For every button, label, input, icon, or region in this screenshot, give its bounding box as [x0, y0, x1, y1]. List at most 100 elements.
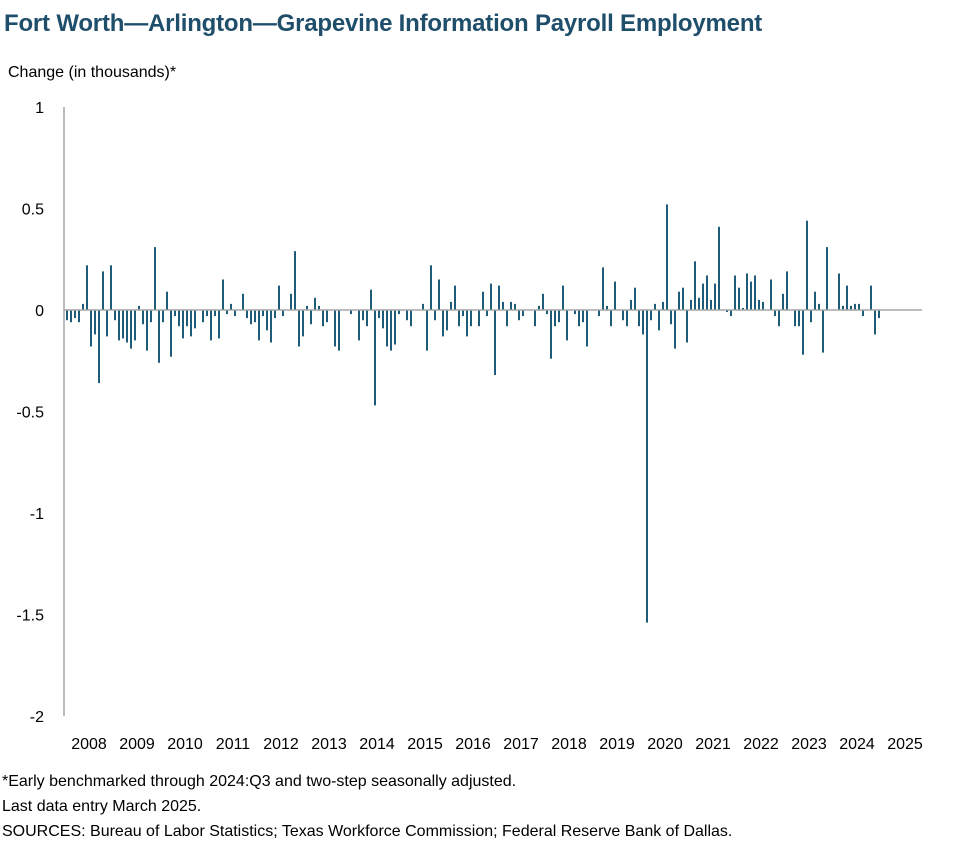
bar	[546, 310, 548, 315]
bar	[294, 251, 296, 310]
bar	[574, 310, 576, 315]
bar	[422, 303, 424, 310]
bar	[658, 310, 660, 331]
bar	[842, 305, 844, 310]
bar	[490, 283, 492, 310]
bar	[602, 267, 604, 310]
bar	[838, 273, 840, 310]
bar	[522, 310, 524, 317]
x-tick-label: 2021	[695, 736, 731, 753]
bar	[430, 265, 432, 310]
bar	[578, 310, 580, 327]
bar	[466, 310, 468, 337]
bar	[582, 310, 584, 323]
bar	[250, 310, 252, 325]
bar	[254, 310, 256, 323]
bar	[210, 310, 212, 341]
bar	[102, 271, 104, 310]
bar	[862, 310, 864, 317]
bar	[182, 310, 184, 339]
bar	[394, 310, 396, 345]
bar	[770, 279, 772, 310]
y-tick-label: 0	[35, 303, 44, 320]
x-tick-label: 2011	[216, 736, 251, 753]
bar	[806, 220, 808, 310]
bar	[786, 271, 788, 310]
bar	[566, 310, 568, 341]
x-tick-label: 2016	[455, 736, 491, 753]
bar	[550, 310, 552, 359]
bar	[110, 265, 112, 310]
bar	[878, 310, 880, 319]
bar	[382, 310, 384, 329]
bar	[678, 291, 680, 310]
bar	[762, 301, 764, 310]
bar	[650, 310, 652, 321]
bar	[194, 310, 196, 329]
bar	[94, 310, 96, 335]
bar	[858, 303, 860, 310]
bar	[626, 310, 628, 327]
bar	[734, 275, 736, 310]
bar	[686, 310, 688, 343]
bar	[654, 303, 656, 310]
bar	[334, 310, 336, 347]
bar	[242, 293, 244, 310]
bar	[190, 310, 192, 337]
bar	[662, 301, 664, 310]
bar	[810, 310, 812, 323]
bar	[670, 310, 672, 325]
bar	[746, 273, 748, 310]
bar	[442, 310, 444, 337]
x-tick-label: 2010	[167, 736, 203, 753]
bar	[542, 293, 544, 310]
bar	[230, 303, 232, 310]
chart-title: Fort Worth—Arlington—Grapevine Informati…	[4, 10, 763, 37]
x-tick-label: 2015	[407, 736, 443, 753]
bar	[74, 310, 76, 319]
bar	[214, 310, 216, 317]
bar	[290, 293, 292, 310]
bar	[562, 285, 564, 310]
bar	[134, 310, 136, 341]
bar	[610, 310, 612, 327]
y-tick-label: -0.5	[16, 405, 44, 422]
bar	[274, 310, 276, 319]
bar	[814, 291, 816, 310]
x-tick-label: 2008	[71, 736, 107, 753]
bar	[398, 310, 400, 315]
bar	[66, 310, 68, 321]
bar	[234, 310, 236, 317]
bar	[142, 310, 144, 325]
bar	[778, 310, 780, 327]
bar	[598, 310, 600, 317]
bar	[386, 310, 388, 347]
bar	[782, 293, 784, 310]
y-tick-label: -1.5	[16, 608, 44, 625]
bar	[510, 301, 512, 310]
bar	[154, 247, 156, 310]
bar	[306, 305, 308, 310]
y-tick-label: 1	[35, 100, 44, 117]
bar	[90, 310, 92, 347]
bar	[130, 310, 132, 349]
bar	[86, 265, 88, 310]
bar	[718, 226, 720, 310]
bar	[202, 310, 204, 323]
bar	[122, 310, 124, 339]
bar	[318, 305, 320, 310]
bar	[434, 310, 436, 321]
bar	[370, 289, 372, 310]
chart-bars	[66, 204, 884, 623]
bar	[818, 303, 820, 310]
bar	[646, 310, 648, 623]
bar	[314, 297, 316, 310]
bar	[614, 281, 616, 310]
bar	[150, 310, 152, 323]
bar	[366, 310, 368, 327]
bar	[406, 310, 408, 321]
bar	[682, 287, 684, 310]
bar	[322, 310, 324, 327]
bar	[802, 310, 804, 355]
bar	[822, 310, 824, 353]
